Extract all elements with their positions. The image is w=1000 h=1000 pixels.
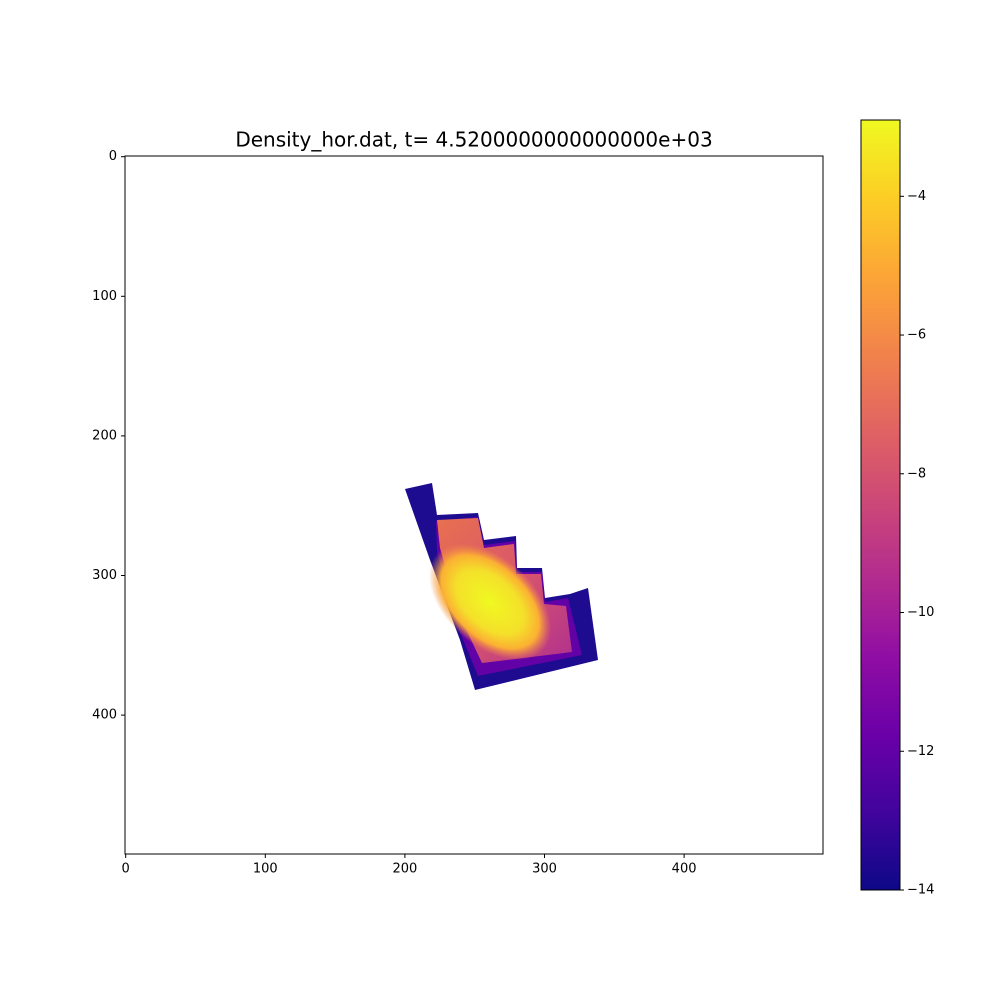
axes-frame — [124, 155, 824, 855]
y-tick-label: 0 — [109, 149, 117, 164]
density-core — [428, 543, 552, 661]
y-tick-label: 400 — [92, 708, 117, 723]
y-tick-label: 100 — [92, 289, 117, 304]
colorbar-tick-label: −6 — [907, 328, 926, 343]
colorbar-tick-label: −10 — [907, 605, 934, 620]
x-tick-label: 300 — [532, 862, 557, 877]
colorbar-tick-label: −4 — [907, 189, 926, 204]
x-tick-label: 0 — [122, 862, 130, 877]
colorbar-tick-label: −12 — [907, 744, 934, 759]
colorbar — [860, 119, 901, 891]
colorbar-tick-label: −14 — [907, 883, 934, 898]
colorbar-tick-label: −8 — [907, 466, 926, 481]
y-tick-label: 200 — [92, 428, 117, 443]
chart-title: Density_hor.dat, t= 4.5200000000000000e+… — [235, 128, 712, 152]
y-tick-label: 300 — [92, 568, 117, 583]
x-tick-label: 200 — [392, 862, 417, 877]
x-tick-label: 100 — [253, 862, 278, 877]
x-tick-label: 400 — [672, 862, 697, 877]
heatmap-image — [405, 483, 598, 690]
